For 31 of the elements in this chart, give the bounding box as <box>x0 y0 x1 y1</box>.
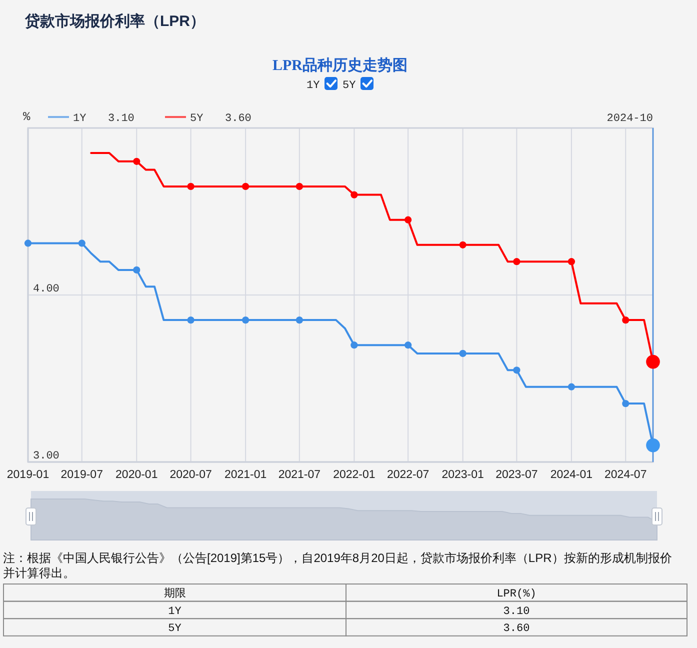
y-tick-label: 4.00 <box>33 284 60 296</box>
x-tick-label: 2019-01 <box>6 469 50 482</box>
x-tick-label: 2023-07 <box>496 469 538 482</box>
text: 1Y <box>306 80 320 92</box>
x-tick-label: 2020-01 <box>116 469 158 482</box>
text: 期限 <box>164 588 186 600</box>
chart-title: 贷款市场报价利率（LPR） <box>24 12 205 30</box>
text: 3.60 <box>503 623 530 636</box>
chart-subtitle: LPR品种历史走势图 <box>272 57 408 74</box>
text: LPR(%) <box>496 588 536 600</box>
text: 3.10 <box>108 113 134 125</box>
text: 1Y <box>168 606 182 618</box>
x-tick-label: 2021-01 <box>224 469 267 482</box>
x-tick-label: 2019-07 <box>60 469 103 482</box>
x-tick-label: 2023-01 <box>442 469 484 482</box>
text: 5Y <box>168 623 182 636</box>
text: 3.60 <box>225 113 252 125</box>
x-tick-label: 2020-07 <box>170 469 212 482</box>
legend-label: 5Y <box>190 113 204 125</box>
x-tick-label: 2024-01 <box>550 469 593 482</box>
x-tick-label: 2021-07 <box>278 469 321 482</box>
text: 5Y <box>342 80 356 92</box>
legend-label: 1Y <box>73 113 87 125</box>
ref-line-label: 2024-10 <box>606 113 653 125</box>
x-tick-label: 2022-01 <box>333 469 376 482</box>
y-axis-title: % <box>23 110 31 124</box>
text: 注：根据《中国人民银行公告》（公告[2019]第15号），自2019年8月20日起，贷款市场报价利率（LPR）按新的形成机制报价并计算得出。 <box>3 551 673 580</box>
text: 3.10 <box>503 606 530 618</box>
y-tick-label: 3.00 <box>33 450 60 463</box>
x-tick-label: 2022-07 <box>386 469 430 482</box>
x-tick-label: 2024-07 <box>604 469 647 482</box>
